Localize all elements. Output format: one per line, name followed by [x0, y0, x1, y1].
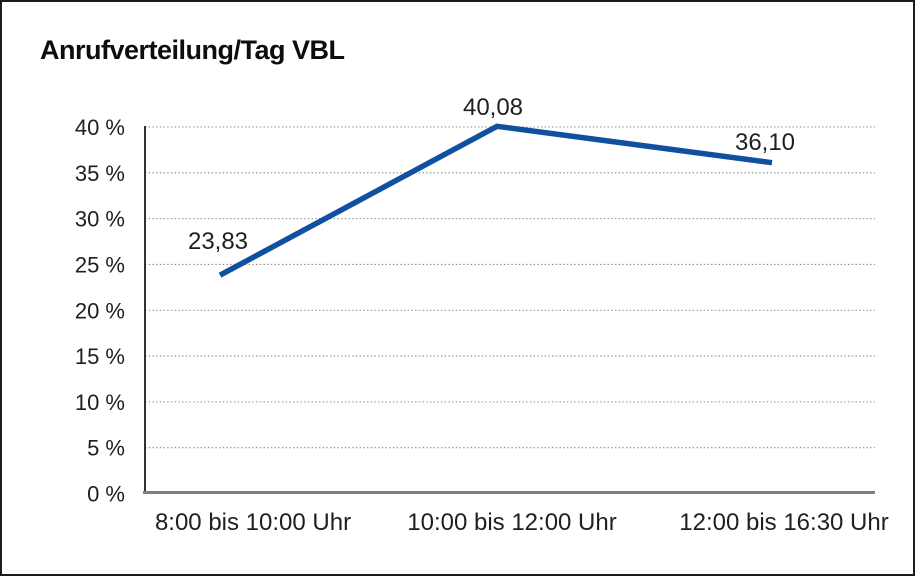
- y-axis-tick-label: 25 %: [75, 252, 125, 277]
- x-axis-category-labels: 8:00 bis 10:00 Uhr 10:00 bis 12:00 Uhr 12:…: [155, 509, 889, 536]
- x-axis-category-label: 8:00 bis 10:00 Uhr: [155, 509, 351, 536]
- gridlines: [145, 126, 875, 449]
- data-point-label: 23,83: [188, 228, 248, 255]
- y-axis-tick-label: 30 %: [75, 207, 125, 232]
- series-line: [218, 123, 773, 278]
- y-axis-tick-labels: 0 % 5 % 10 % 15 % 20 % 25 % 30 % 35 % 40 %: [75, 115, 125, 507]
- x-axis-category-label: 12:00 bis 16:30 Uhr: [679, 509, 888, 536]
- data-point-label: 40,08: [463, 94, 523, 121]
- y-axis-tick-label: 0 %: [87, 482, 125, 507]
- y-axis-tick-label: 20 %: [75, 298, 125, 323]
- y-axis-tick-label: 10 %: [75, 390, 125, 415]
- y-axis-tick-label: 15 %: [75, 344, 125, 369]
- y-axis-tick-label: 40 %: [75, 115, 125, 140]
- data-point-labels: 23,83 40,08 36,10: [188, 94, 795, 255]
- x-axis-category-label: 10:00 bis 12:00 Uhr: [407, 509, 616, 536]
- y-axis-tick-label: 5 %: [87, 436, 125, 461]
- data-point-label: 36,10: [735, 129, 795, 156]
- y-axis-tick-label: 35 %: [75, 161, 125, 186]
- chart-title: Anrufverteilung/Tag VBL: [40, 35, 345, 65]
